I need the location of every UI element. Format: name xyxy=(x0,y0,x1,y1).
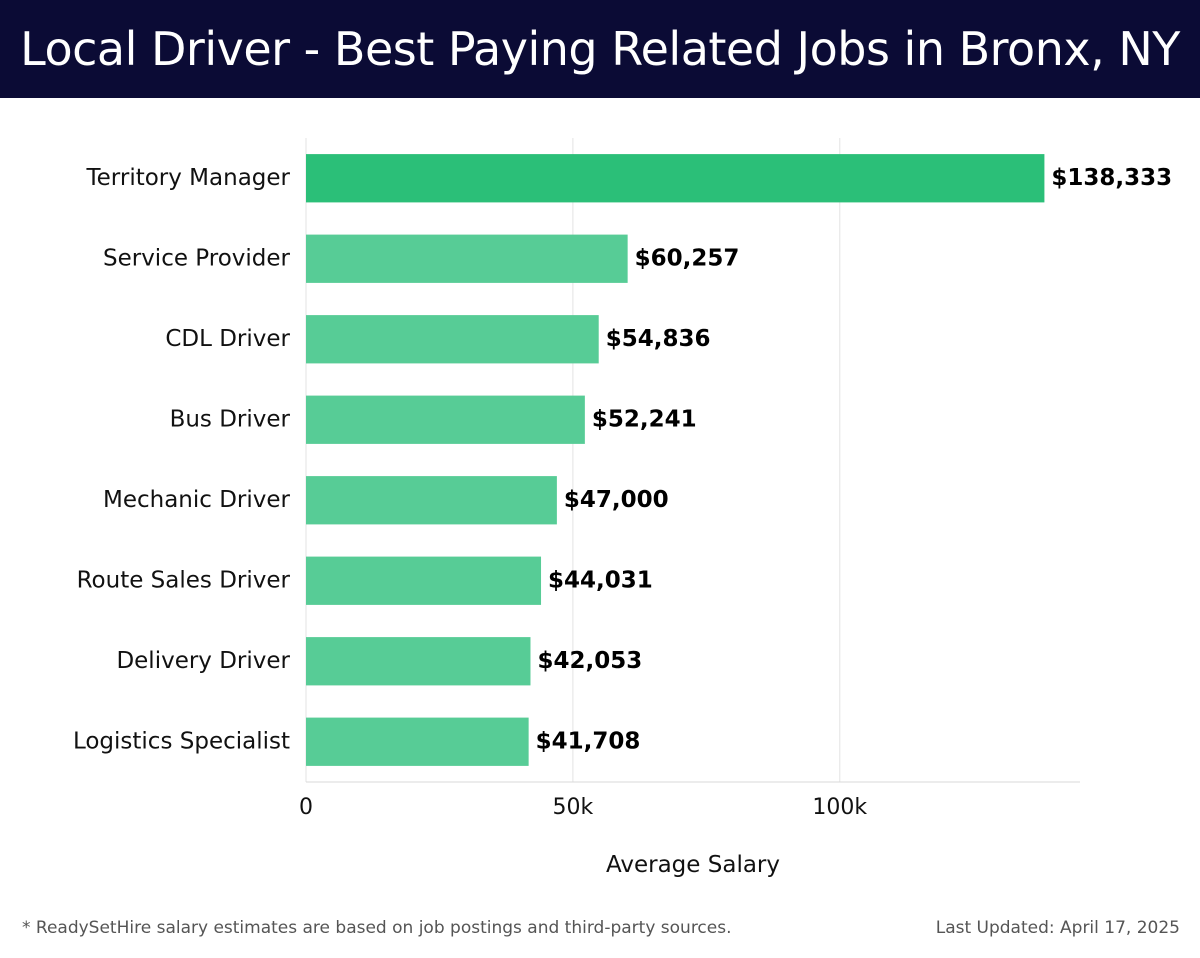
category-label-2: CDL Driver xyxy=(165,326,290,352)
category-label-5: Route Sales Driver xyxy=(77,567,291,593)
bar-1 xyxy=(306,234,628,283)
value-label-7: $41,708 xyxy=(536,728,641,754)
source-footnote: * ReadySetHire salary estimates are base… xyxy=(22,918,732,938)
bar-6 xyxy=(306,637,531,686)
chart-header: Local Driver - Best Paying Related Jobs … xyxy=(0,0,1200,98)
category-label-7: Logistics Specialist xyxy=(73,728,290,754)
value-label-4: $47,000 xyxy=(564,487,669,513)
value-label-0: $138,333 xyxy=(1051,165,1172,191)
value-label-1: $60,257 xyxy=(635,245,740,271)
x-tick-label-1: 50k xyxy=(553,795,594,820)
category-label-4: Mechanic Driver xyxy=(103,487,291,513)
chart-title: Local Driver - Best Paying Related Jobs … xyxy=(20,22,1180,76)
value-label-2: $54,836 xyxy=(606,326,711,352)
bar-2 xyxy=(306,315,599,364)
bar-7 xyxy=(306,717,529,766)
bar-3 xyxy=(306,395,585,444)
x-tick-label-0: 0 xyxy=(299,795,313,820)
bar-chart: Territory Manager $138,333 Service Provide… xyxy=(73,138,1172,878)
bar-0 xyxy=(306,154,1045,203)
value-label-3: $52,241 xyxy=(592,406,697,432)
x-tick-label-2: 100k xyxy=(812,795,867,820)
bar-5 xyxy=(306,556,542,605)
x-axis-title: Average Salary xyxy=(606,852,780,878)
category-label-1: Service Provider xyxy=(103,245,291,271)
value-label-6: $42,053 xyxy=(537,648,642,674)
category-label-0: Territory Manager xyxy=(86,165,291,191)
category-label-6: Delivery Driver xyxy=(116,648,290,674)
category-label-3: Bus Driver xyxy=(170,406,291,432)
bar-4 xyxy=(306,476,557,525)
last-updated: Last Updated: April 17, 2025 xyxy=(935,918,1180,938)
value-label-5: $44,031 xyxy=(548,567,653,593)
